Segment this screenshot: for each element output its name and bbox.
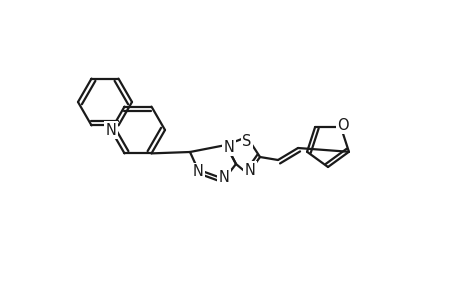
Text: N: N [223, 140, 234, 154]
Text: N: N [218, 170, 229, 185]
Text: S: S [242, 134, 251, 148]
Text: O: O [336, 118, 348, 133]
Text: N: N [244, 163, 255, 178]
Text: N: N [105, 122, 116, 137]
Text: N: N [192, 164, 203, 179]
